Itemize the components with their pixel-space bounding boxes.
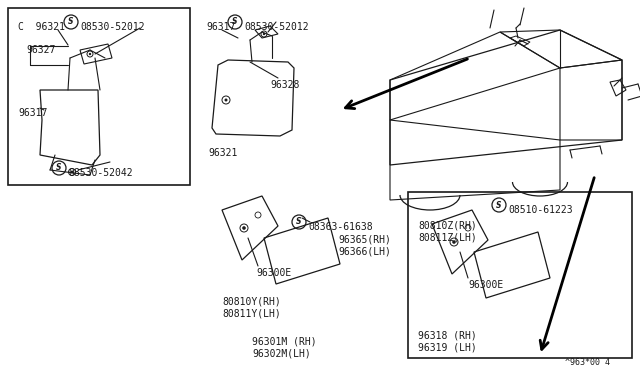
Text: 08530-52042: 08530-52042 (68, 168, 132, 178)
Text: 08363-61638: 08363-61638 (308, 222, 372, 232)
Circle shape (263, 33, 265, 35)
Circle shape (242, 226, 246, 230)
Text: C  96321: C 96321 (18, 22, 65, 32)
Text: 80810Y(RH): 80810Y(RH) (222, 296, 281, 306)
Text: 96317: 96317 (18, 108, 47, 118)
Text: 96365(RH): 96365(RH) (338, 234, 391, 244)
Text: 80810Z(RH): 80810Z(RH) (418, 220, 477, 230)
Text: 08530-52012: 08530-52012 (80, 22, 145, 32)
Text: S: S (56, 164, 61, 173)
Text: 96319 (LH): 96319 (LH) (418, 342, 477, 352)
Text: 96366(LH): 96366(LH) (338, 246, 391, 256)
Text: 08530-52012: 08530-52012 (244, 22, 308, 32)
Text: 96300E: 96300E (256, 268, 291, 278)
Text: 80811Y(LH): 80811Y(LH) (222, 308, 281, 318)
Bar (408, 192, 632, 358)
Text: 96328: 96328 (270, 80, 300, 90)
Text: ^963*00 4: ^963*00 4 (565, 358, 610, 367)
Text: 96318 (RH): 96318 (RH) (418, 330, 477, 340)
Text: 96321: 96321 (208, 148, 237, 158)
Circle shape (70, 170, 74, 173)
Text: S: S (68, 17, 74, 26)
Text: 96300E: 96300E (468, 280, 503, 290)
Text: 96317: 96317 (206, 22, 236, 32)
Circle shape (452, 240, 456, 244)
Text: 08510-61223: 08510-61223 (508, 205, 573, 215)
Text: 96327: 96327 (26, 45, 56, 55)
Text: S: S (232, 17, 237, 26)
Text: S: S (296, 218, 301, 227)
Bar (8, 8, 190, 185)
Text: 96302M(LH): 96302M(LH) (252, 348, 311, 358)
Circle shape (225, 99, 227, 102)
Circle shape (89, 53, 92, 55)
Text: 96301M (RH): 96301M (RH) (252, 336, 317, 346)
Text: S: S (496, 201, 502, 209)
Text: 80811Z(LH): 80811Z(LH) (418, 232, 477, 242)
